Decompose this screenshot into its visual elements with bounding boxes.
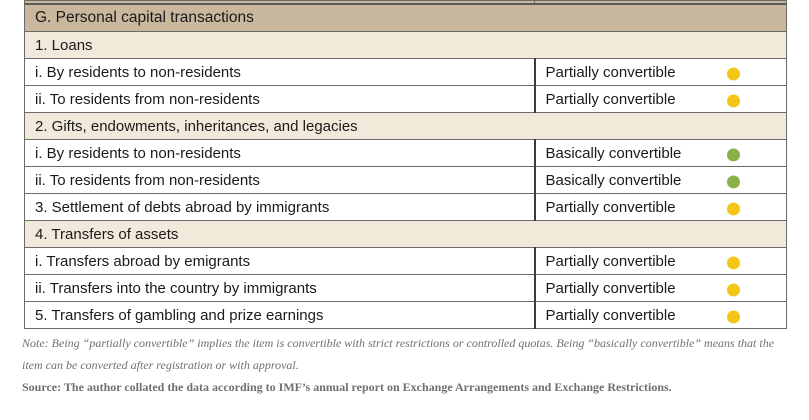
capital-transactions-table: G. Personal capital transactions 1. Loan…: [24, 0, 787, 329]
item-label: ii. To residents from non-residents: [24, 85, 535, 113]
table-top-strip: [24, 0, 787, 5]
status-cell: Basically convertible: [533, 166, 787, 194]
status-cell: Partially convertible: [533, 274, 787, 302]
item-label: ii. Transfers into the country by immigr…: [24, 274, 535, 302]
table-row: 5. Transfers of gambling and prize earni…: [24, 301, 787, 329]
item-label: i. Transfers abroad by emigrants: [24, 247, 535, 275]
table-source: Source: The author collated the data acc…: [22, 380, 672, 394]
table-row: 3. Settlement of debts abroad by immigra…: [24, 193, 787, 221]
item-label: i. By residents to non-residents: [24, 139, 535, 167]
basic-convertible-dot-icon: [727, 148, 740, 162]
table-row: i. By residents to non-residents Partiall…: [24, 58, 787, 86]
partial-convertible-dot-icon: [727, 94, 740, 108]
status-cell: Partially convertible: [533, 193, 787, 221]
status-text: Partially convertible: [545, 306, 676, 324]
item-label: 3. Settlement of debts abroad by immigra…: [24, 193, 535, 221]
status-text: Basically convertible: [545, 144, 682, 162]
table-row: i. Transfers abroad by emigrants Partiall…: [24, 247, 787, 275]
status-text: Partially convertible: [545, 198, 676, 216]
status-cell: Partially convertible: [533, 58, 787, 86]
table-row: ii. To residents from non-residents Parti…: [24, 85, 787, 113]
table-row: ii. To residents from non-residents Basic…: [24, 166, 787, 194]
subheader-row: 2. Gifts, endowments, inheritances, and …: [24, 112, 787, 140]
item-label: ii. To residents from non-residents: [24, 166, 535, 194]
status-cell: Basically convertible: [533, 139, 787, 167]
subheader-label: 4. Transfers of assets: [24, 220, 787, 248]
table-row: ii. Transfers into the country by immigr…: [24, 274, 787, 302]
status-text: Partially convertible: [545, 252, 676, 270]
partial-convertible-dot-icon: [727, 202, 740, 216]
table-row: i. By residents to non-residents Basicall…: [24, 139, 787, 167]
status-text: Partially convertible: [545, 279, 676, 297]
status-cell: Partially convertible: [533, 301, 787, 329]
subheader-row: 4. Transfers of assets: [24, 220, 787, 248]
subheader-label: 1. Loans: [24, 31, 787, 59]
status-cell: Partially convertible: [533, 85, 787, 113]
partial-convertible-dot-icon: [727, 283, 740, 297]
partial-convertible-dot-icon: [727, 310, 740, 324]
item-label: 5. Transfers of gambling and prize earni…: [24, 301, 535, 329]
status-text: Partially convertible: [545, 90, 676, 108]
partial-convertible-dot-icon: [727, 256, 740, 270]
section-header: G. Personal capital transactions: [24, 3, 787, 32]
basic-convertible-dot-icon: [727, 175, 740, 189]
item-label: i. By residents to non-residents: [24, 58, 535, 86]
status-text: Partially convertible: [545, 63, 676, 81]
table-note: Note: Being “partially convertible” impl…: [22, 336, 775, 372]
section-header-row: G. Personal capital transactions: [24, 3, 787, 32]
status-text: Basically convertible: [545, 171, 682, 189]
subheader-row: 1. Loans: [24, 31, 787, 59]
subheader-label: 2. Gifts, endowments, inheritances, and …: [24, 112, 787, 140]
status-cell: Partially convertible: [533, 247, 787, 275]
partial-convertible-dot-icon: [727, 67, 740, 81]
